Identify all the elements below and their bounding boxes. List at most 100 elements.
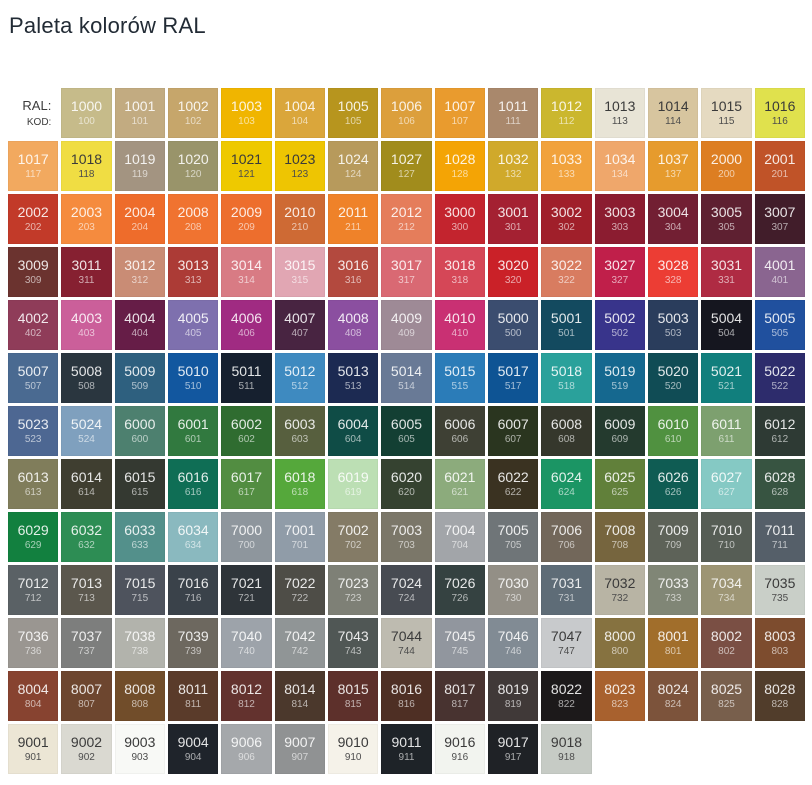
color-swatch-ral-9004: 9004 904 <box>167 724 219 774</box>
swatch-kod-number: 739 <box>184 646 202 657</box>
swatch-ral-number: 6016 <box>177 469 209 485</box>
swatch-kod-number: 201 <box>771 169 789 180</box>
swatch-ral-number: 3005 <box>710 204 743 220</box>
legend-cell: RAL: KOD: <box>8 88 59 138</box>
color-swatch-ral-6001: 6001 601 <box>167 406 219 456</box>
color-swatch-ral-9006: 9006 906 <box>221 724 272 774</box>
swatch-kod-number: 403 <box>78 328 95 339</box>
swatch-kod-number: 708 <box>611 540 629 551</box>
swatch-kod-number: 103 <box>238 116 255 127</box>
color-swatch-ral-7005: 7005 705 <box>487 512 539 562</box>
color-swatch-ral-8002: 8002 802 <box>701 618 752 668</box>
swatch-kod-number: 705 <box>504 540 522 551</box>
swatch-ral-number: 3015 <box>284 257 316 273</box>
swatch-ral-number: 3004 <box>657 204 689 220</box>
swatch-kod-number: 328 <box>664 275 682 286</box>
swatch-ral-number: 8016 <box>390 681 423 697</box>
color-swatch-ral-6003: 6003 603 <box>274 406 325 456</box>
swatch-ral-number: 7040 <box>230 628 263 644</box>
color-swatch-ral-7003: 7003 703 <box>381 512 432 562</box>
color-swatch-ral-1011: 1011 111 <box>487 88 539 138</box>
swatch-kod-number: 303 <box>611 222 629 233</box>
color-swatch-ral-3003: 3003 303 <box>594 194 645 244</box>
swatch-kod-number: 107 <box>451 116 469 127</box>
swatch-ral-number: 6002 <box>230 416 263 432</box>
swatch-kod-number: 507 <box>24 381 42 392</box>
swatch-ral-number: 6008 <box>550 416 583 432</box>
swatch-ral-number: 5010 <box>177 363 209 379</box>
swatch-ral-number: 7046 <box>497 628 529 644</box>
color-swatch-ral-1037: 1037 137 <box>647 141 699 191</box>
swatch-kod-number: 613 <box>24 487 42 498</box>
swatch-kod-number: 737 <box>78 646 95 657</box>
swatch-ral-number: 6018 <box>284 469 316 485</box>
color-swatch-ral-2011: 2011 211 <box>327 194 379 244</box>
swatch-kod-number: 119 <box>131 169 148 180</box>
color-swatch-ral-7046: 7046 746 <box>487 618 539 668</box>
swatch-ral-number: 6015 <box>124 469 156 485</box>
swatch-ral-number: 1016 <box>764 98 796 114</box>
swatch-kod-number: 733 <box>664 593 682 604</box>
color-swatch-ral-3020: 3020 320 <box>487 247 539 297</box>
color-swatch-ral-3009: 3009 309 <box>8 247 59 297</box>
swatch-ral-number: 5015 <box>444 363 476 379</box>
color-swatch-ral-1023: 1023 123 <box>274 141 325 191</box>
swatch-ral-number: 2002 <box>17 204 49 220</box>
swatch-ral-number: 5023 <box>17 416 49 432</box>
color-swatch-ral-2000: 2000 200 <box>701 141 752 191</box>
color-swatch-ral-1003: 1003 103 <box>221 88 272 138</box>
color-swatch-ral-7039: 7039 739 <box>167 618 219 668</box>
color-swatch-ral-7043: 7043 743 <box>327 618 379 668</box>
swatch-ral-number: 8025 <box>710 681 743 697</box>
color-swatch-ral-3028: 3028 328 <box>647 247 699 297</box>
swatch-kod-number: 710 <box>718 540 735 551</box>
swatch-ral-number: 8003 <box>764 628 796 644</box>
color-swatch-ral-3011: 3011 311 <box>61 247 112 297</box>
swatch-ral-number: 3000 <box>444 204 476 220</box>
color-swatch-ral-8014: 8014 814 <box>274 671 325 721</box>
swatch-ral-number: 9018 <box>550 734 583 750</box>
swatch-ral-number: 8004 <box>17 681 49 697</box>
swatch-kod-number: 740 <box>238 646 255 657</box>
page-title: Paleta kolorów RAL <box>9 13 206 38</box>
color-swatch-ral-5008: 5008 508 <box>61 353 112 403</box>
swatch-kod-number: 301 <box>504 222 522 233</box>
swatch-kod-number: 824 <box>664 699 682 710</box>
swatch-ral-number: 9002 <box>70 734 103 750</box>
swatch-kod-number: 901 <box>24 752 42 763</box>
swatch-ral-number: 5001 <box>550 310 583 326</box>
swatch-kod-number: 137 <box>664 169 682 180</box>
color-swatch-ral-8015: 8015 815 <box>327 671 379 721</box>
swatch-kod-number: 816 <box>398 699 415 710</box>
swatch-kod-number: 100 <box>78 116 95 127</box>
color-swatch-ral-4003: 4003 403 <box>61 300 112 350</box>
color-swatch-ral-7004: 7004 704 <box>434 512 485 562</box>
swatch-ral-number: 1004 <box>284 98 316 114</box>
swatch-kod-number: 616 <box>184 487 202 498</box>
color-swatch-ral-5021: 5021 521 <box>701 353 752 403</box>
color-swatch-ral-3004: 3004 304 <box>647 194 699 244</box>
swatch-kod-number: 315 <box>291 275 309 286</box>
color-swatch-ral-6007: 6007 607 <box>487 406 539 456</box>
color-swatch-ral-8019: 8019 819 <box>487 671 539 721</box>
color-swatch-ral-1019: 1019 119 <box>114 141 165 191</box>
swatch-ral-number: 1027 <box>390 151 423 167</box>
color-swatch-ral-7006: 7006 706 <box>541 512 592 562</box>
swatch-kod-number: 916 <box>451 752 469 763</box>
swatch-kod-number: 626 <box>664 487 682 498</box>
swatch-kod-number: 500 <box>504 328 522 339</box>
swatch-kod-number: 305 <box>718 222 735 233</box>
swatch-kod-number: 212 <box>398 222 415 233</box>
color-swatch-ral-8008: 8008 808 <box>114 671 165 721</box>
color-swatch-ral-4005: 4005 405 <box>167 300 219 350</box>
color-swatch-ral-9003: 9003 903 <box>114 724 165 774</box>
swatch-kod-number: 611 <box>718 434 735 445</box>
swatch-kod-number: 612 <box>771 434 789 445</box>
swatch-kod-number: 128 <box>451 169 469 180</box>
swatch-ral-number: 4003 <box>70 310 103 326</box>
swatch-ral-number: 6006 <box>444 416 476 432</box>
color-swatch-ral-7032: 7032 732 <box>594 565 645 615</box>
swatch-kod-number: 803 <box>771 646 789 657</box>
swatch-ral-number: 1003 <box>230 98 263 114</box>
swatch-ral-number: 8017 <box>444 681 476 697</box>
